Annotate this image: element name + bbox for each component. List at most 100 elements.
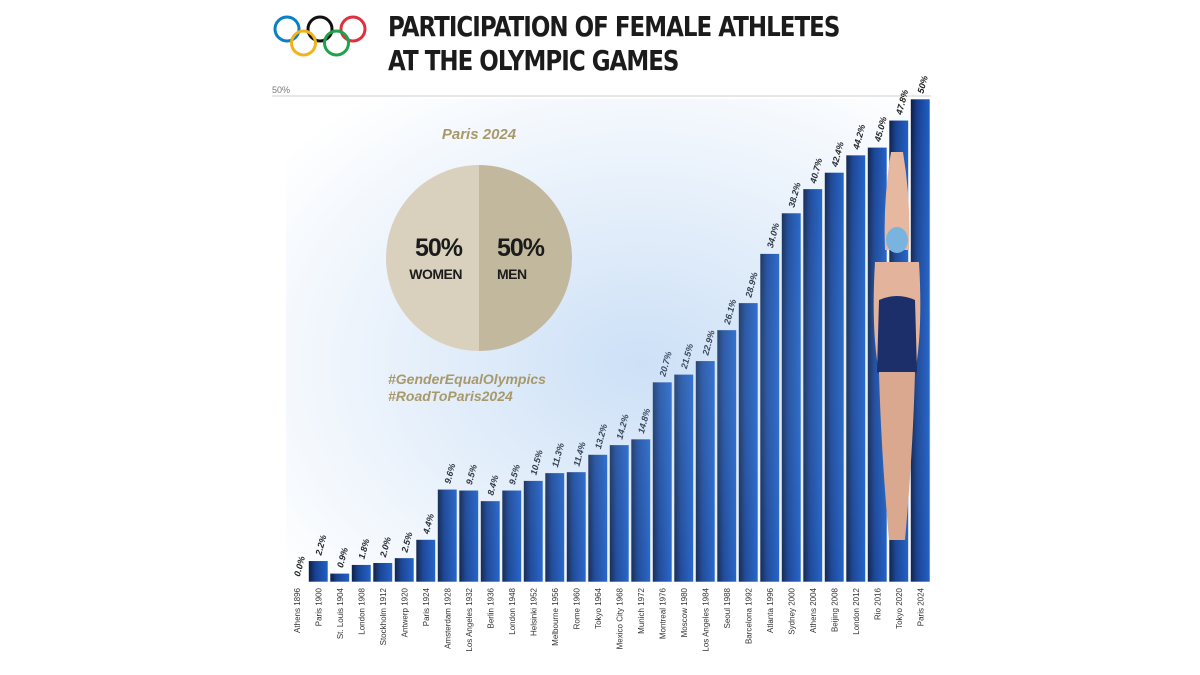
category-label-4: Stockholm 1912 xyxy=(379,587,388,645)
value-label-11: 10.5% xyxy=(529,449,545,476)
bar-13 xyxy=(566,471,587,583)
value-label-24: 40.7% xyxy=(808,157,825,185)
category-label-7: Amsterdam 1928 xyxy=(443,587,452,648)
bar-21 xyxy=(738,302,759,583)
value-label-2: 0.9% xyxy=(335,546,350,568)
category-label-20: Seoul 1988 xyxy=(723,587,732,628)
bar-23 xyxy=(781,212,802,583)
pie-slice-women xyxy=(386,165,479,351)
category-label-11: Helsinki 1952 xyxy=(529,587,538,636)
bar-6 xyxy=(415,539,436,583)
bar-17 xyxy=(652,381,673,583)
olympic-rings-icon xyxy=(273,15,367,57)
category-label-8: Los Angeles 1932 xyxy=(465,587,474,651)
value-label-7: 9.6% xyxy=(443,462,458,484)
category-label-28: Tokyo 2020 xyxy=(895,587,904,628)
bar-12 xyxy=(544,472,565,583)
bar-8 xyxy=(458,489,479,583)
value-label-20: 26.1% xyxy=(722,298,739,326)
bar-3 xyxy=(351,564,372,583)
category-label-23: Sydney 2000 xyxy=(787,587,796,634)
value-label-4: 2.0% xyxy=(378,536,393,559)
category-label-25: Beijing 2008 xyxy=(830,587,839,632)
bar-16 xyxy=(630,438,651,583)
value-label-28: 47.8% xyxy=(894,89,911,117)
value-label-26: 44.2% xyxy=(851,123,868,151)
hashtag-gender-equal: #GenderEqualOlympics xyxy=(388,371,546,387)
value-label-8: 9.5% xyxy=(464,463,479,485)
value-label-23: 38.2% xyxy=(787,181,803,208)
bar-1 xyxy=(308,560,329,583)
axis-label-50: 50% xyxy=(272,85,290,95)
bar-5 xyxy=(394,557,415,583)
value-label-0: 0.0% xyxy=(292,555,307,577)
bar-10 xyxy=(501,489,522,583)
pie-slice-men xyxy=(479,165,572,351)
category-label-13: Rome 1960 xyxy=(572,587,581,629)
bar-20 xyxy=(716,329,737,583)
category-label-29: Paris 2024 xyxy=(916,587,925,626)
swimmer-illustration xyxy=(873,152,921,540)
swimmer-legs xyxy=(879,372,915,540)
bar-26 xyxy=(845,154,866,583)
value-label-12: 11.3% xyxy=(550,442,566,469)
swimsuit xyxy=(877,296,917,379)
value-label-15: 14.2% xyxy=(615,413,631,440)
bar-24 xyxy=(802,188,823,583)
value-label-21: 28.9% xyxy=(743,271,760,299)
value-label-29: 50% xyxy=(916,75,930,95)
value-label-19: 22.9% xyxy=(700,329,717,357)
category-label-10: London 1948 xyxy=(508,587,517,634)
women-percent: 50% xyxy=(415,234,463,262)
category-label-14: Tokyo 1964 xyxy=(594,587,603,628)
pie-heading: Paris 2024 xyxy=(442,126,517,143)
value-label-17: 20.7% xyxy=(657,350,674,378)
value-label-14: 13.2% xyxy=(593,423,609,450)
category-label-15: Mexico City 1968 xyxy=(615,587,624,649)
category-label-18: Moscow 1980 xyxy=(680,587,689,637)
men-label: MEN xyxy=(497,266,527,282)
value-label-18: 21.5% xyxy=(679,343,696,371)
category-label-12: Melbourne 1956 xyxy=(551,587,560,645)
value-label-16: 14.8% xyxy=(636,407,652,434)
value-label-6: 4.4% xyxy=(421,513,436,536)
value-label-13: 11.4% xyxy=(572,441,588,468)
category-label-0: Athens 1896 xyxy=(293,587,302,632)
bar-19 xyxy=(695,360,716,583)
bar-14 xyxy=(587,454,608,583)
men-percent: 50% xyxy=(497,234,545,262)
title-line-1: PARTICIPATION OF FEMALE ATHLETES xyxy=(388,10,840,43)
bar-7 xyxy=(437,488,458,583)
value-label-27: 45.0% xyxy=(872,116,889,144)
page-title: PARTICIPATION OF FEMALE ATHLETES AT THE … xyxy=(388,10,840,78)
category-label-17: Montreal 1976 xyxy=(658,587,667,639)
value-label-9: 8.4% xyxy=(486,474,501,496)
value-label-1: 2.2% xyxy=(313,534,328,557)
bar-9 xyxy=(480,500,501,583)
category-label-26: London 2012 xyxy=(852,587,861,634)
category-label-5: Antwerp 1920 xyxy=(400,587,409,637)
category-label-16: Munich 1972 xyxy=(637,587,646,633)
value-label-5: 2.5% xyxy=(399,531,414,554)
bar-25 xyxy=(824,172,845,583)
bar-15 xyxy=(609,444,630,583)
bar-4 xyxy=(372,562,393,583)
category-label-1: Paris 1900 xyxy=(314,587,323,626)
category-label-19: Los Angeles 1984 xyxy=(701,587,710,651)
women-label: WOMEN xyxy=(409,266,462,282)
category-label-21: Barcelona 1992 xyxy=(744,587,753,644)
bar-11 xyxy=(523,480,544,583)
hashtag-road-to-paris: #RoadToParis2024 xyxy=(388,388,513,404)
category-label-22: Atlanta 1996 xyxy=(766,587,775,632)
category-label-24: Athens 2004 xyxy=(809,587,818,632)
category-label-2: St. Louis 1904 xyxy=(336,587,345,639)
category-label-9: Berlin 1936 xyxy=(486,587,495,628)
value-label-25: 42.4% xyxy=(829,141,846,169)
bar-2 xyxy=(329,573,350,583)
value-label-3: 1.8% xyxy=(357,538,372,560)
bar-22 xyxy=(759,253,780,583)
value-label-22: 34.0% xyxy=(765,222,781,249)
category-label-27: Rio 2016 xyxy=(873,587,882,620)
